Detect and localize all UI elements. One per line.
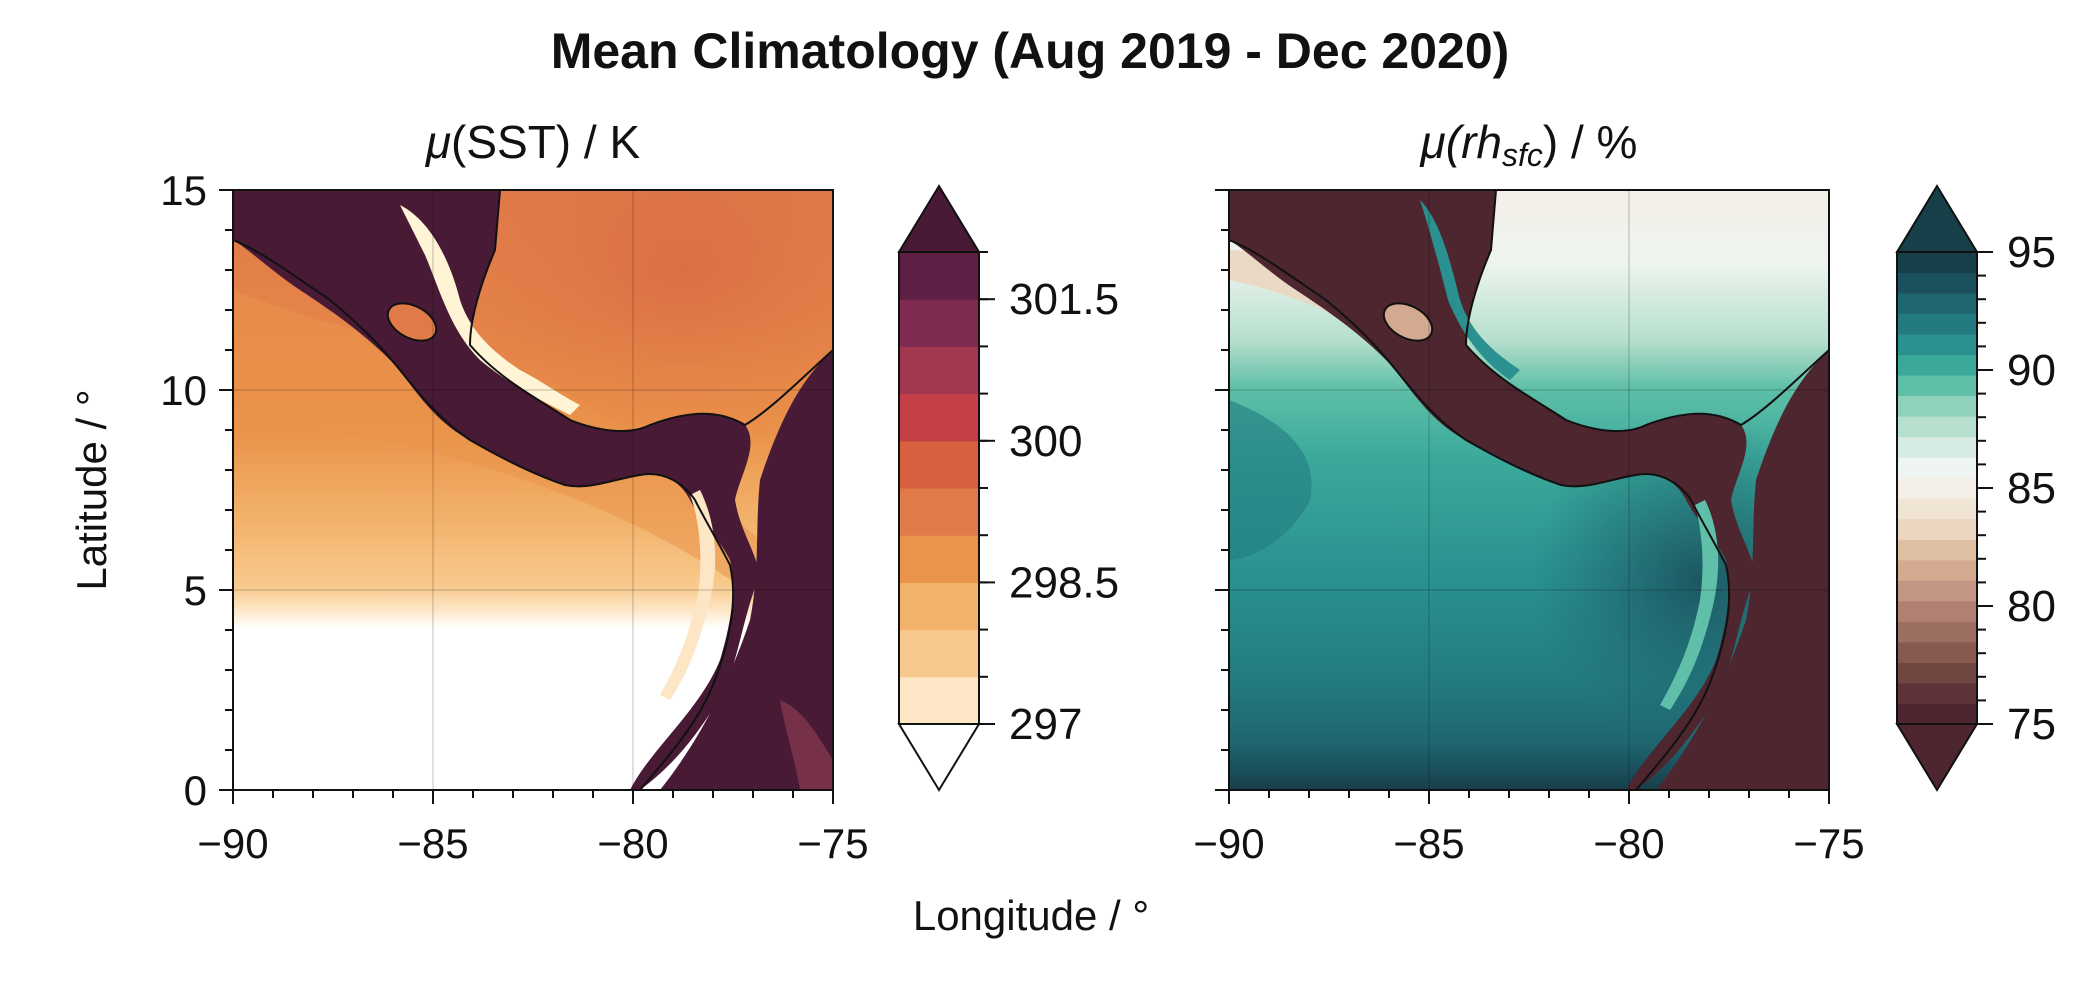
colorbar-level xyxy=(1897,621,1977,643)
sst-land-south-america xyxy=(660,350,833,790)
colorbar-level xyxy=(1897,313,1977,335)
colorbar-level xyxy=(1897,498,1977,520)
sst-coastline xyxy=(233,239,735,790)
sst-highlands-coast xyxy=(660,490,716,700)
colorbar-level xyxy=(899,535,979,583)
colorbar-tick-label: 95 xyxy=(2007,228,2056,277)
colorbar-level xyxy=(1897,477,1977,499)
rh-lake xyxy=(1382,302,1434,342)
colorbar-level xyxy=(1897,395,1977,417)
rh-land-central-america xyxy=(1229,190,1756,790)
sst-field xyxy=(233,190,833,790)
colorbar-level xyxy=(1897,293,1977,315)
x-tick-label: −90 xyxy=(1193,820,1264,867)
colorbar-level xyxy=(899,346,979,395)
sst-land-colombia-patch xyxy=(780,700,833,790)
rh-western-dark xyxy=(1229,400,1312,560)
colorbar-level xyxy=(899,676,979,725)
colorbar-level xyxy=(1897,416,1977,438)
sst-axes-frame xyxy=(232,189,834,791)
rh-land-south-america xyxy=(1656,350,1829,790)
colorbar-level xyxy=(1897,334,1977,356)
x-axis-label: Longitude / ° xyxy=(913,892,1149,939)
colorbar-level xyxy=(899,488,979,536)
sst-grid xyxy=(233,190,833,790)
x-tick-label: −75 xyxy=(797,820,868,867)
colorbar-level xyxy=(1897,539,1977,561)
y-tick-label: 15 xyxy=(160,167,207,214)
sst-colorbar: 297 298.5 300 301.5 xyxy=(897,184,1119,792)
colorbar-level xyxy=(1897,518,1977,540)
colorbar-level xyxy=(1897,375,1977,397)
rh-moist-coast xyxy=(1660,500,1719,710)
y-tick-label: 5 xyxy=(184,567,207,614)
colorbar-tick-label: 297 xyxy=(1009,700,1082,749)
x-tick-label: −85 xyxy=(1393,820,1464,867)
colorbar-level xyxy=(1897,662,1977,684)
colorbar-tick-label: 300 xyxy=(1009,417,1082,466)
rh-grid xyxy=(1229,190,1829,790)
colorbar-level xyxy=(899,252,979,300)
colorbar-under-triangle xyxy=(1895,723,1979,792)
colorbar-tick-label: 298.5 xyxy=(1009,558,1119,607)
colorbar-tick-label: 301.5 xyxy=(1009,275,1119,324)
y-tick-label: 0 xyxy=(184,767,207,814)
y-tick-label: 10 xyxy=(160,367,207,414)
rh-panel: μ(rhsfc) / % −90 −85 −80 −75 75 80 85 90 95 xyxy=(1193,116,2056,867)
y-axis-label: Latitude / ° xyxy=(68,389,115,590)
rh-coastline xyxy=(1229,239,1731,790)
sst-coastline-caribbean xyxy=(468,190,833,433)
colorbar-level xyxy=(1897,641,1977,663)
colorbar-over-triangle xyxy=(1895,184,1979,253)
rh-coastline-caribbean xyxy=(1464,190,1829,433)
x-tick-label: −80 xyxy=(597,820,668,867)
sst-highlands xyxy=(400,205,580,415)
figure-title: Mean Climatology (Aug 2019 - Dec 2020) xyxy=(551,23,1510,79)
x-tick-label: −90 xyxy=(197,820,268,867)
rh-ticks: −90 −85 −80 −75 xyxy=(1193,189,1865,867)
rh-axes-frame xyxy=(1228,189,1830,791)
colorbar-over-triangle xyxy=(897,184,981,253)
sst-panel-title: μ(SST) / K xyxy=(425,116,641,168)
colorbar-level xyxy=(1897,703,1977,725)
colorbar-tick-label: 90 xyxy=(2007,346,2056,395)
colorbar-level xyxy=(1897,252,1977,274)
colorbar-level xyxy=(899,582,979,631)
colorbar-level xyxy=(1897,580,1977,602)
colorbar-level xyxy=(1897,600,1977,622)
colorbar-tick-label: 85 xyxy=(2007,464,2056,513)
sst-panel: μ(SST) / K −90 −85 −80 −7 xyxy=(160,116,1119,867)
rh-moist-highlands xyxy=(1420,200,1520,380)
colorbar-tick-label: 80 xyxy=(2007,582,2056,631)
colorbar-level xyxy=(1897,272,1977,294)
sst-land-central-america xyxy=(233,190,760,790)
colorbar-level xyxy=(1897,559,1977,581)
rh-panel-title: μ(rhsfc) / % xyxy=(1420,116,1638,173)
colorbar-level xyxy=(899,629,979,678)
sst-ticks: −90 −85 −80 −75 0 5 10 15 xyxy=(160,167,868,867)
sst-lake xyxy=(386,302,438,342)
colorbar-level xyxy=(899,393,979,442)
x-tick-label: −75 xyxy=(1793,820,1864,867)
colorbar-level xyxy=(899,440,979,489)
x-tick-label: −85 xyxy=(397,820,468,867)
colorbar-level xyxy=(1897,682,1977,704)
colorbar-tick-label: 75 xyxy=(2007,700,2056,749)
colorbar-level xyxy=(899,299,979,347)
colorbar-level xyxy=(1897,436,1977,458)
colorbar-level xyxy=(1897,457,1977,479)
x-tick-label: −80 xyxy=(1593,820,1664,867)
rh-field xyxy=(1229,190,1829,790)
colorbar-level xyxy=(1897,354,1977,376)
rh-colorbar: 75 80 85 90 95 xyxy=(1895,184,2056,792)
colorbar-under-triangle xyxy=(897,723,981,792)
